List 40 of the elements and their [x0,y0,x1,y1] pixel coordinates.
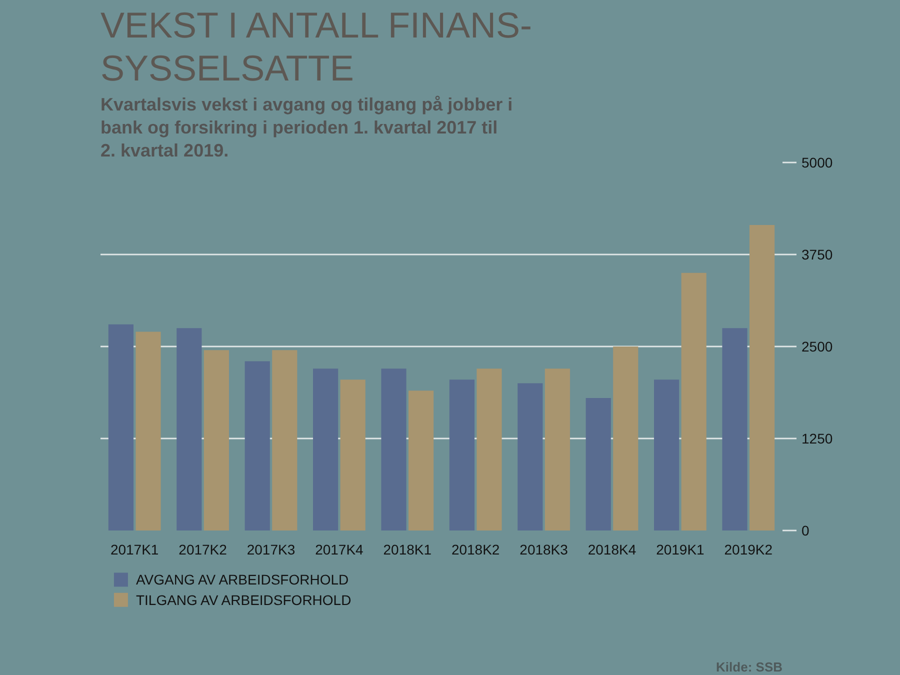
bar [176,328,202,530]
bar [449,380,475,530]
bar [408,390,434,530]
bar [272,350,298,530]
x-tick-label: 2018K1 [383,542,432,558]
bar [681,272,706,530]
bar [476,368,502,530]
bar [204,350,229,530]
bar [722,328,748,530]
legend-label: TILGANG AV ARBEIDSFORHOLD [136,592,352,608]
bar [313,368,338,530]
y-tick-label: 1250 [802,430,833,446]
x-tick-label: 2018K4 [588,542,636,558]
y-tick-label: 5000 [802,154,833,170]
bar [108,324,134,530]
bar [749,225,775,530]
x-tick-label: 2019K1 [656,542,705,558]
bar [654,380,680,530]
bar [586,398,611,530]
bar [518,383,543,530]
bar [544,368,570,530]
bar [136,332,161,530]
y-tick-label: 2500 [802,338,833,354]
x-tick-label: 2018K2 [451,542,500,558]
x-tick-label: 2018K3 [520,542,568,558]
x-tick-label: 2019K2 [724,542,773,558]
bar [613,346,638,530]
y-tick-label: 3750 [802,246,833,262]
bar [340,380,366,530]
bar [244,361,270,530]
legend-label: AVGANG AV ARBEIDSFORHOLD [136,572,349,588]
x-tick-label: 2017K3 [246,542,296,558]
x-tick-label: 2017K1 [110,542,159,558]
x-tick-label: 2017K4 [315,542,364,558]
bar [381,368,406,530]
text: Kilde: SSB [716,660,783,674]
chart-subtitle: Kvartalsvis vekst i avgang og tilgang på jobber i bank og forsikring i perioden 1. kvartal 2017 til 2. kvartal 2019. [100,94,513,160]
x-tick-label: 2017K2 [178,542,228,558]
chart-title: VEKST I ANTALL FINANS-SYSSELSATTE [100,4,532,88]
y-tick-label: 0 [802,522,810,538]
